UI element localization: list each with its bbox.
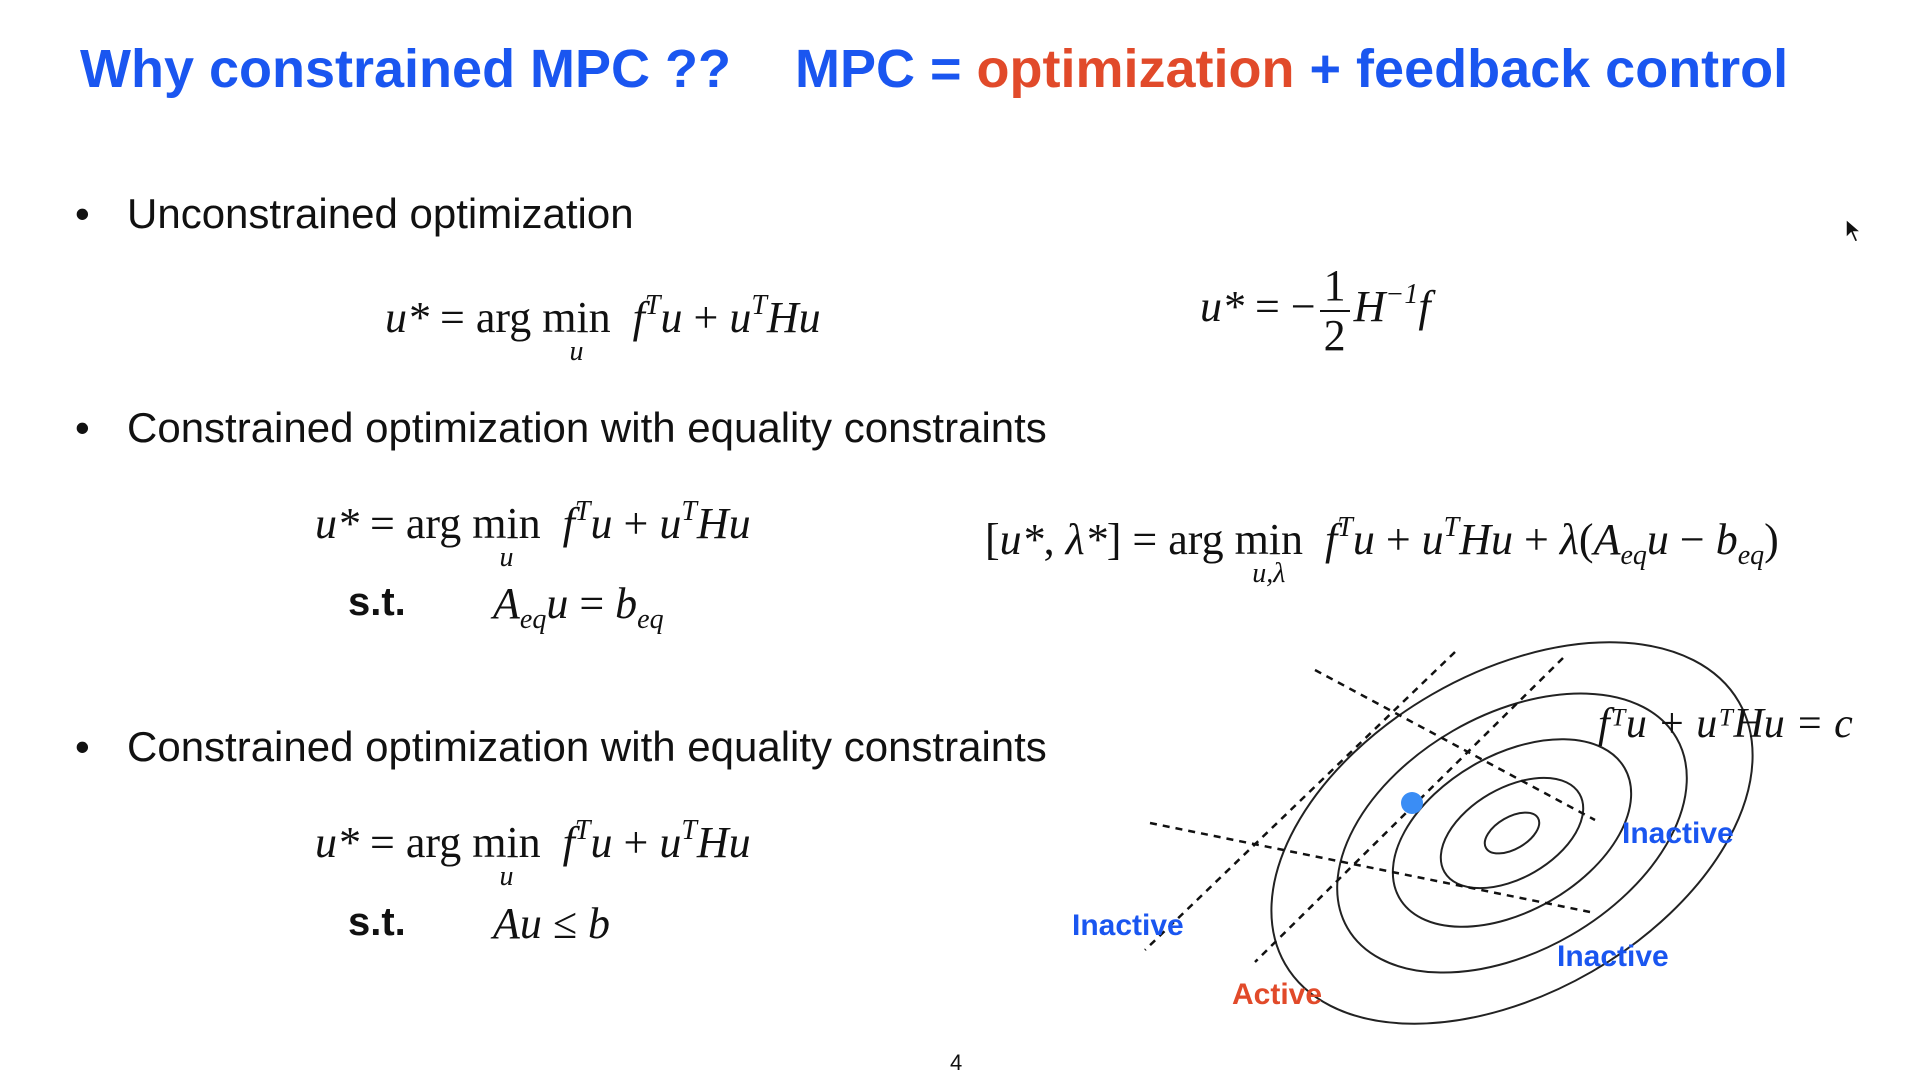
subject-to-label-2: s.t. [348, 900, 406, 944]
constraint-line-inactive-right [1314, 668, 1596, 822]
equation-unconstrained-solution: u* = −1 2 H−1f [1200, 261, 1431, 360]
title-optimization: optimization [976, 39, 1295, 99]
mouse-cursor-icon [1845, 218, 1863, 243]
bullet-text: Constrained optimization with equality c… [127, 723, 1047, 770]
bullet-text: Unconstrained optimization [127, 190, 634, 237]
contour-ellipse-5 [1483, 811, 1541, 855]
title-mpc: MPC = [795, 39, 977, 99]
label-inactive-bottom: Inactive [1557, 940, 1669, 973]
label-active: Active [1232, 978, 1323, 1011]
bullet-text: Constrained optimization with equality c… [127, 404, 1047, 451]
constraint-line-active [1254, 657, 1564, 963]
equation-inequality-argmin: u* = arg min u fTu + uTHu [315, 815, 751, 892]
bullet-marker: • [75, 404, 90, 451]
contour-ellipse-4 [1439, 776, 1585, 890]
optimal-point [1401, 792, 1423, 814]
equation-unconstrained-argmin: u* = arg min u fTu + uTHu [385, 290, 821, 367]
page-number: 4 [950, 1050, 963, 1075]
equation-equality-constraint: Aequ = beq [493, 579, 664, 635]
constraint-line-inactive-left [1144, 651, 1456, 951]
label-inactive-left: Inactive [1072, 909, 1184, 942]
equation-lagrangian: [u*, λ*] = arg min u,λ fTu + uTHu + λ(Aeq… [985, 512, 1779, 589]
title-why-constrained-mpc: Why constrained MPC ?? [80, 39, 732, 99]
equation-inequality-constraint: Au ≤ b [493, 899, 611, 948]
bullet-marker: • [75, 723, 90, 770]
constraint-line-inactive-bottom [1149, 821, 1591, 914]
title-mpc-definition: MPC = optimization + feedback control [795, 38, 1788, 100]
bullet-marker: • [75, 190, 90, 237]
equation-equality-argmin: u* = arg min u fTu + uTHu [315, 496, 751, 573]
contour-label: fᵀu + uᵀHu = c [1598, 701, 1853, 747]
title-feedback-control: + feedback control [1294, 39, 1789, 99]
label-inactive-right: Inactive [1622, 817, 1734, 850]
subject-to-label-1: s.t. [348, 580, 406, 624]
